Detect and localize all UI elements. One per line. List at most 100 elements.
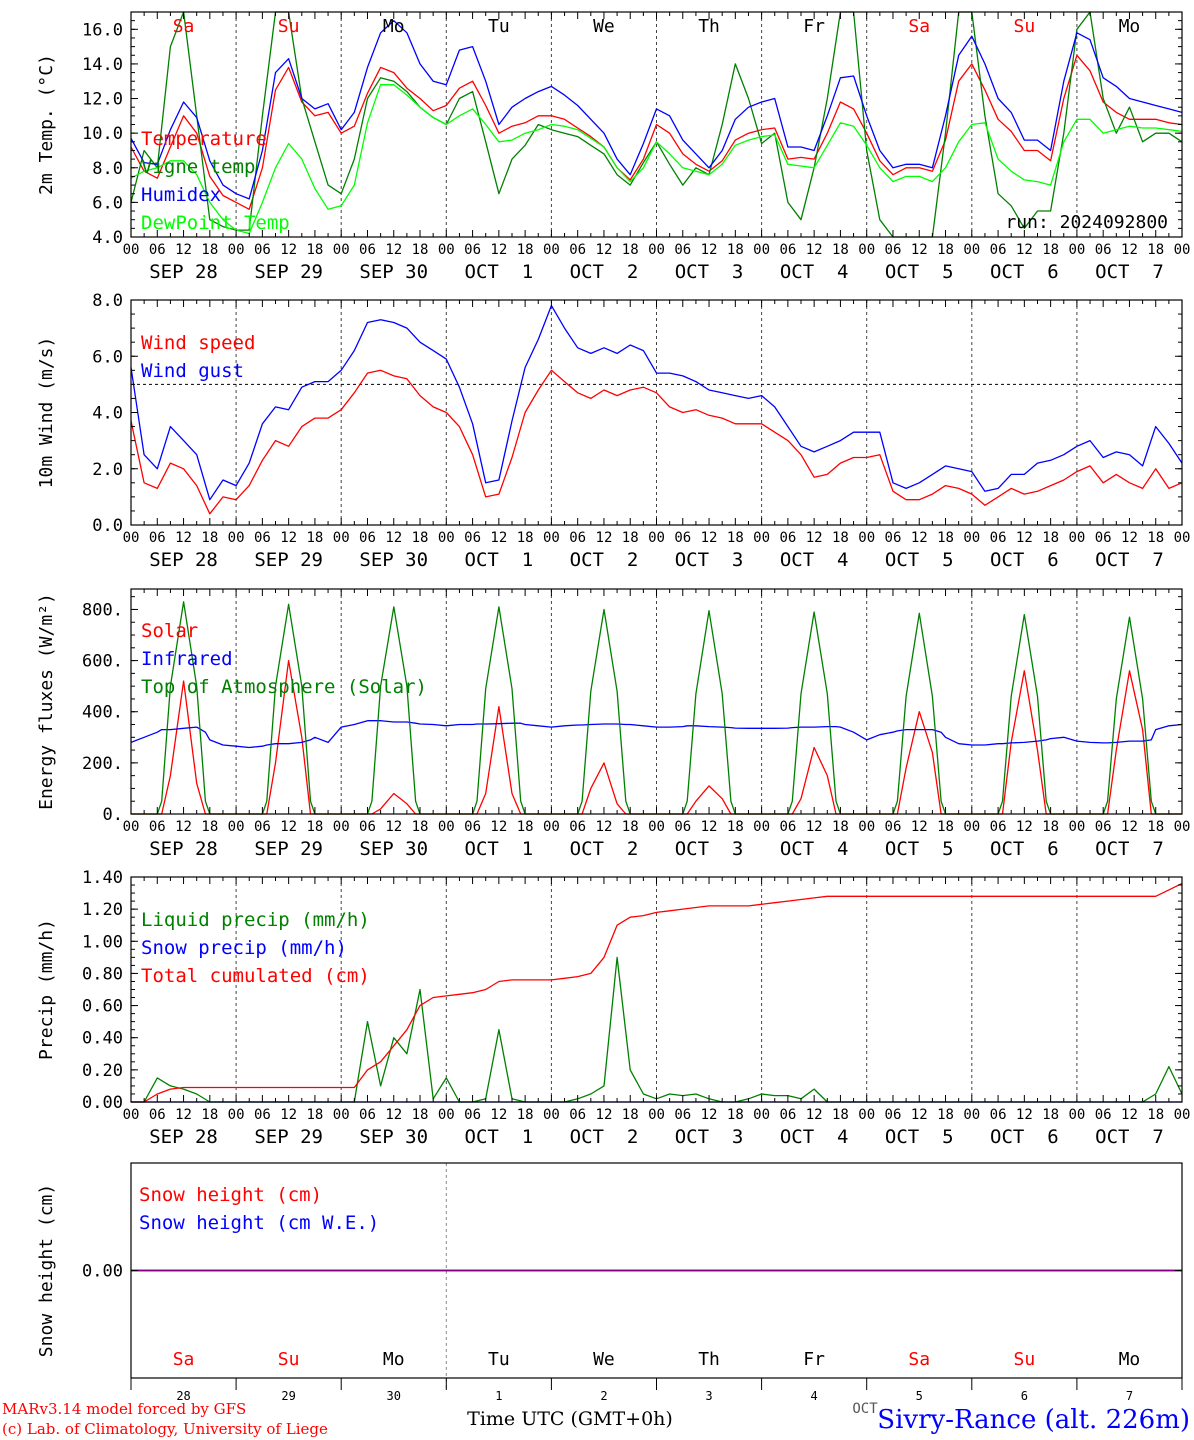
footer-model-line: MARv3.14 model forced by GFS: [2, 1400, 246, 1418]
y-tick-label: 0.60: [82, 997, 123, 1017]
x-tick-label: 06: [254, 242, 271, 258]
y-tick-label: 0.80: [82, 964, 123, 984]
x-tick-label: 06: [1095, 242, 1112, 258]
day-label: OCT 2: [570, 838, 639, 860]
x-tick-label: 18: [832, 1107, 849, 1123]
day-label: OCT 6: [990, 549, 1059, 571]
x-tick-label: 12: [596, 1107, 613, 1123]
x-tick-label: 00: [858, 242, 875, 258]
panel-frame: [130, 588, 1183, 815]
x-tick-label: 12: [385, 242, 402, 258]
x-tick-label: 00: [438, 530, 455, 546]
x-tick-label: 18: [727, 242, 744, 258]
day-number-label: 6: [1021, 1389, 1028, 1403]
x-tick-label: 12: [596, 242, 613, 258]
x-tick-label: 06: [569, 819, 586, 835]
x-tick-label: 06: [990, 1107, 1007, 1123]
x-tick-label: 18: [201, 242, 218, 258]
x-tick-label: 00: [123, 530, 140, 546]
x-tick-label: 06: [254, 1107, 271, 1123]
panel-wind: 00 06 12 18 00 06 12 18 00 06 12 18 00 06 12 18 00 06 12 18…: [36, 291, 1190, 571]
x-tick-label: 18: [1042, 242, 1059, 258]
x-tick-label: 12: [490, 530, 507, 546]
x-tick-label: 12: [280, 1107, 297, 1123]
x-tick-label: 18: [412, 819, 429, 835]
day-label: OCT 7: [1095, 549, 1164, 571]
x-tick-label: 12: [806, 530, 823, 546]
y-tick-label: 2.0: [92, 460, 123, 480]
x-tick-label: 18: [622, 530, 639, 546]
x-tick-label: 18: [622, 819, 639, 835]
y-tick-label: 4.0: [92, 404, 123, 424]
footer-copyright-line: (c) Lab. of Climatology, University of L…: [2, 1420, 328, 1438]
x-tick-label: 12: [490, 242, 507, 258]
x-tick-label: 00: [438, 819, 455, 835]
day-label: OCT 3: [675, 549, 744, 571]
x-tick-label: 00: [333, 242, 350, 258]
x-tick-label: 00: [858, 819, 875, 835]
x-tick-label: 12: [385, 819, 402, 835]
x-tick-label: 00: [963, 242, 980, 258]
panels: 00 06 12 18 00 06 12 18 00 06 12 18 00 06 12 18 00 06 12 18…: [36, 11, 1191, 1403]
x-tick-label: 00: [543, 530, 560, 546]
x-tick-label: 12: [1016, 530, 1033, 546]
x-tick-label: 18: [412, 242, 429, 258]
day-label: SEP 29: [254, 1126, 323, 1148]
x-tick-label: 00: [333, 819, 350, 835]
weekday-label: Th: [698, 1349, 720, 1370]
legend-entry: Snow height (cm): [139, 1184, 322, 1206]
x-tick-label: 12: [1121, 242, 1138, 258]
x-tick-label: 12: [1121, 819, 1138, 835]
x-tick-label: 12: [280, 530, 297, 546]
weekday-label: Tu: [488, 1349, 510, 1370]
x-tick-label: 00: [1068, 819, 1085, 835]
legend-entry: Infrared: [141, 648, 233, 670]
x-tick-label: 00: [228, 530, 245, 546]
legend-entry: Solar: [141, 620, 198, 642]
series-line-energy-1: [130, 720, 1183, 749]
x-tick-label: 12: [911, 242, 928, 258]
x-tick-label: 06: [149, 819, 166, 835]
x-tick-label: 00: [963, 1107, 980, 1123]
day-number-label: 3: [705, 1389, 712, 1403]
x-tick-label: 12: [911, 819, 928, 835]
x-tick-label: 00: [1068, 1107, 1085, 1123]
x-tick-label: 18: [1147, 819, 1164, 835]
x-tick-label: 06: [464, 819, 481, 835]
day-label: OCT 4: [780, 549, 849, 571]
x-tick-label: 06: [149, 530, 166, 546]
x-tick-label: 18: [306, 1107, 323, 1123]
x-tick-label: 18: [1147, 530, 1164, 546]
x-tick-label: 00: [858, 530, 875, 546]
x-tick-label: 06: [569, 530, 586, 546]
x-tick-label: 12: [1016, 819, 1033, 835]
x-tick-label: 12: [701, 242, 718, 258]
weekday-label: Th: [698, 16, 720, 37]
x-tick-label: 18: [937, 242, 954, 258]
x-tick-label: 18: [937, 819, 954, 835]
x-tick-label: 18: [832, 530, 849, 546]
day-label: SEP 29: [254, 549, 323, 571]
weekday-label: Su: [278, 16, 300, 37]
legend-entry: Snow precip (mm/h): [141, 937, 347, 959]
x-tick-label: 06: [569, 1107, 586, 1123]
day-label: OCT 6: [990, 1126, 1059, 1148]
x-tick-label: 06: [149, 242, 166, 258]
weekday-label: Mo: [1119, 16, 1141, 37]
day-label: OCT 7: [1095, 261, 1164, 283]
x-tick-label: 18: [727, 1107, 744, 1123]
x-tick-label: 12: [1121, 1107, 1138, 1123]
day-label: OCT 7: [1095, 1126, 1164, 1148]
x-tick-label: 12: [385, 530, 402, 546]
day-label: SEP 29: [254, 261, 323, 283]
day-label: OCT 6: [990, 261, 1059, 283]
x-tick-label: 06: [1095, 1107, 1112, 1123]
weekday-label: Su: [1014, 1349, 1036, 1370]
day-label: OCT 6: [990, 838, 1059, 860]
day-label: OCT 2: [570, 261, 639, 283]
x-tick-label: 06: [359, 242, 376, 258]
day-label: SEP 30: [359, 838, 428, 860]
day-label: OCT 3: [675, 1126, 744, 1148]
x-tick-label: 00: [1174, 242, 1191, 258]
x-tick-label: 12: [1121, 530, 1138, 546]
